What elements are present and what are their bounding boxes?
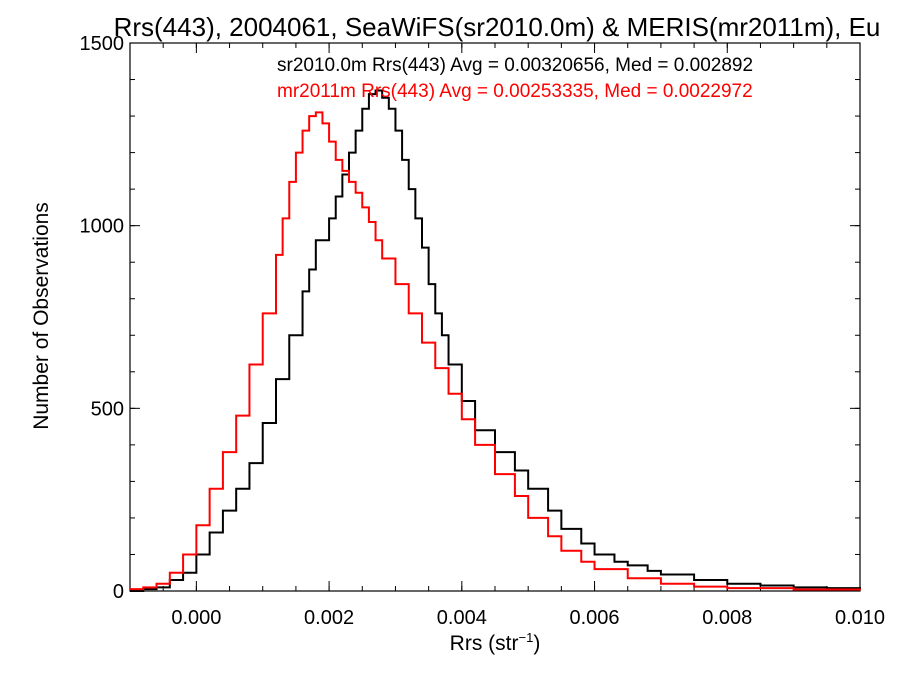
- plot-frame: [129, 42, 861, 592]
- x-axis-label-close: ): [533, 632, 540, 655]
- y-tick-label: 1500: [80, 33, 125, 55]
- series-line-mr2011m: [130, 111, 861, 591]
- y-tick-label: 1000: [80, 216, 125, 238]
- series-line-sr2010.0m: [130, 89, 861, 592]
- series-group: [130, 89, 861, 592]
- x-tick-label: 0.008: [702, 607, 752, 629]
- y-tick-label: 500: [91, 398, 124, 420]
- legend-entry-sr2010: sr2010.0m Rrs(443) Avg = 0.00320656, Med…: [277, 55, 753, 76]
- y-axis-label: Number of Observations: [30, 202, 53, 430]
- x-axis-label-main: Rrs (str: [450, 632, 519, 655]
- x-tick-label: 0.006: [570, 607, 620, 629]
- y-tick-label: 0: [113, 581, 124, 603]
- x-axis-label-sup: −1: [519, 630, 534, 645]
- chart-title: Rrs(443), 2004061, SeaWiFS(sr2010.0m) & …: [114, 12, 881, 42]
- x-tick-label: 0.004: [437, 607, 487, 629]
- x-tick-label: 0.000: [171, 607, 221, 629]
- axes-group: 0.000 0.002 0.004 0.006 0.008 0.010 0 500 1000 15…: [80, 33, 886, 629]
- x-axis-label: Rrs (str−1): [450, 630, 541, 655]
- x-tick-label: 0.010: [835, 607, 885, 629]
- legend-entry-mr2011: mr2011m Rrs(443) Avg = 0.00253335, Med =…: [277, 81, 753, 102]
- x-tick-label: 0.002: [304, 607, 354, 629]
